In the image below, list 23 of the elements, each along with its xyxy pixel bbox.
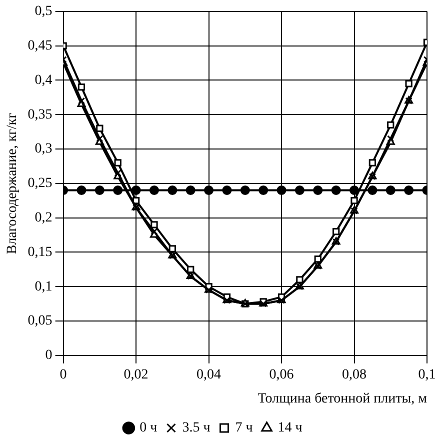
legend-label: 3.5 ч <box>182 420 210 436</box>
y-tick-label: 0,25 <box>28 176 52 192</box>
legend-label: 14 ч <box>278 420 302 436</box>
y-axis-title: Влагосодержание, кг/кг <box>5 112 20 254</box>
y-tick-label: 0,5 <box>34 4 52 20</box>
x-tick-label: 0,02 <box>124 367 148 382</box>
y-tick-label: 0,3 <box>34 142 52 157</box>
y-tick-label: 0,4 <box>34 72 52 88</box>
x-tick-label: 0 <box>60 367 67 382</box>
y-tick-label: 0,35 <box>28 107 52 122</box>
x-tick-label: 0,08 <box>342 367 367 382</box>
y-tick-label: 0,15 <box>28 244 52 260</box>
legend-label: 7 ч <box>235 420 253 436</box>
x-tick-label: 0,06 <box>269 367 294 382</box>
x-axis-title: Толщина бетонной плиты, м <box>258 391 428 406</box>
x-tick-label: 0,1 <box>418 367 436 382</box>
legend-label: 0 ч <box>140 420 158 436</box>
y-tick-label: 0,05 <box>28 314 52 329</box>
y-tick-label: 0,45 <box>28 38 52 54</box>
y-tick-label: 0,2 <box>34 210 52 226</box>
y-tick-label: 0 <box>45 348 52 364</box>
y-tick-label: 0,1 <box>34 279 52 294</box>
x-tick-label: 0,04 <box>196 367 222 382</box>
